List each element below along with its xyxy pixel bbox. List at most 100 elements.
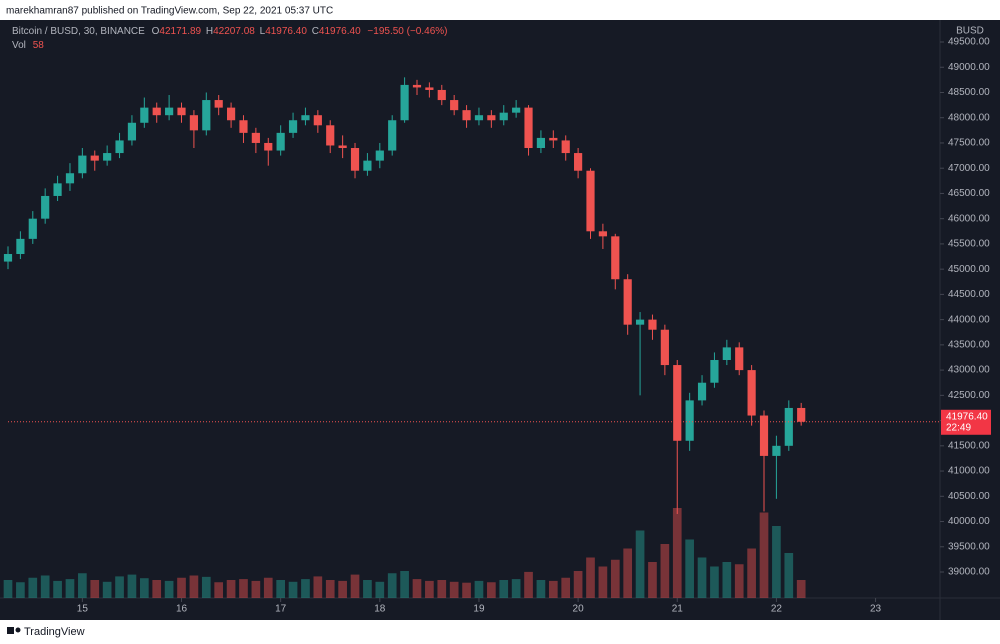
volume-bar [164, 580, 174, 598]
candle-body [276, 132, 285, 151]
candle-body [400, 84, 409, 121]
candle-body [251, 132, 260, 143]
candle-body [648, 319, 657, 330]
candle-body [685, 400, 694, 441]
y-tick-label: 47000.00 [948, 163, 990, 174]
y-tick-label: 44500.00 [948, 289, 990, 300]
candle-body [474, 115, 484, 121]
candle-body [152, 107, 161, 116]
volume-bar [139, 578, 149, 598]
volume-bar [301, 579, 310, 598]
volume-bar [635, 530, 645, 598]
x-tick-label: 20 [573, 604, 585, 615]
tradingview-logo [7, 627, 21, 634]
candle-body [65, 173, 75, 184]
symbol: Bitcoin / BUSD, 30, BINANCE [12, 26, 145, 37]
candle-body [264, 142, 273, 151]
volume-bar [350, 574, 360, 598]
volume-bar [796, 580, 806, 598]
candle-body [635, 319, 645, 325]
volume-bar [722, 562, 732, 598]
candle-body [772, 445, 781, 456]
candle-body [16, 238, 25, 255]
volume-legend: Vol 58 [12, 40, 44, 51]
x-tick-label: 15 [77, 604, 89, 615]
volume-bar [214, 582, 224, 598]
candle-body [747, 370, 756, 416]
volume-bar [412, 579, 422, 598]
countdown: 22:49 [946, 422, 971, 433]
volume-bar [784, 553, 794, 598]
volume-bar [363, 580, 372, 598]
y-tick-label: 43000.00 [948, 365, 990, 376]
x-tick-label: 16 [176, 604, 188, 615]
volume-key: Vol [12, 40, 26, 51]
candle-body [450, 100, 459, 111]
volume-bar [375, 581, 385, 598]
candle-body [388, 120, 397, 151]
candle-body [127, 122, 137, 141]
candle-body [326, 125, 335, 146]
volume-bar [3, 580, 13, 598]
candle-body [598, 231, 607, 237]
ohlc-key: C [312, 26, 319, 37]
change: −195.50 (−0.46%) [367, 26, 447, 37]
volume-bar [90, 580, 100, 598]
volume-bar [648, 562, 657, 598]
candle-body [375, 150, 384, 161]
volume-bar [387, 573, 397, 598]
volume-bar [548, 580, 558, 598]
candle-body [462, 110, 471, 121]
legend: Bitcoin / BUSD, 30, BINANCE O42171.89 H4… [12, 26, 447, 37]
volume-bar [573, 571, 583, 598]
volume-bar [598, 566, 608, 598]
volume-bar [697, 557, 707, 598]
last-price-label: 41976.40 [946, 411, 988, 422]
x-tick-label: 23 [870, 604, 882, 615]
volume-bar [759, 512, 769, 598]
candle-body [313, 115, 322, 126]
top-bar [0, 0, 1000, 20]
volume-bar [772, 526, 781, 598]
ohlc-key: O [152, 26, 160, 37]
candle-body [115, 140, 124, 154]
x-tick-label: 18 [374, 604, 386, 615]
volume-bar [660, 544, 670, 598]
volume-bar [226, 580, 236, 598]
candle-body [586, 170, 595, 232]
y-tick-label: 41500.00 [948, 440, 990, 451]
x-tick-label: 21 [672, 604, 684, 615]
y-tick-label: 48500.00 [948, 87, 990, 98]
y-tick-label: 40000.00 [948, 516, 990, 527]
volume-bar [313, 576, 323, 598]
candle-body [797, 407, 806, 422]
footer: TradingView [24, 626, 85, 638]
volume-bar [325, 580, 335, 598]
ohlc-value: 42207.08 [213, 26, 255, 37]
x-tick-label: 22 [771, 604, 783, 615]
volume-bar [425, 580, 434, 598]
y-tick-label: 45000.00 [948, 264, 990, 275]
volume-bar [462, 582, 471, 598]
candle-body [536, 137, 546, 149]
last-price-box [941, 409, 991, 435]
candle-body [288, 120, 298, 133]
volume-bar [511, 579, 521, 598]
candle-body [561, 140, 570, 154]
candle-body [301, 115, 310, 121]
candle-body [412, 84, 422, 88]
candle-body [165, 107, 174, 116]
plot [3, 77, 806, 598]
candle-body [524, 107, 533, 149]
volume-bar [672, 508, 682, 598]
candle-body [735, 347, 744, 371]
candle-body [3, 254, 13, 262]
ohlc-key: L [260, 26, 266, 37]
candle-body [214, 100, 223, 108]
candle-body [226, 107, 236, 121]
currency: BUSD [956, 26, 984, 37]
volume-bar [78, 573, 87, 598]
candle-body [350, 148, 360, 171]
